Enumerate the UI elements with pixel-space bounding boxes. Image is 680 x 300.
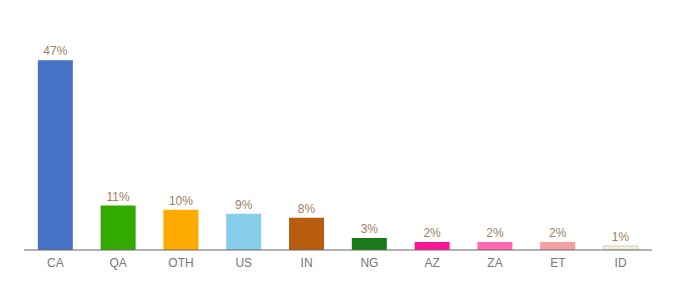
svg-text:US: US: [235, 256, 252, 270]
svg-text:2%: 2%: [549, 226, 567, 240]
svg-text:ID: ID: [615, 256, 627, 270]
svg-text:1%: 1%: [612, 230, 630, 244]
svg-text:CA: CA: [47, 256, 64, 270]
svg-text:ET: ET: [550, 256, 566, 270]
svg-text:10%: 10%: [169, 194, 193, 208]
svg-text:3%: 3%: [361, 222, 379, 236]
svg-text:2%: 2%: [486, 226, 504, 240]
svg-text:8%: 8%: [298, 202, 316, 216]
svg-text:QA: QA: [110, 256, 127, 270]
svg-text:11%: 11%: [107, 190, 130, 204]
svg-text:9%: 9%: [235, 198, 253, 212]
svg-text:OTH: OTH: [168, 256, 193, 270]
svg-text:ZA: ZA: [487, 256, 502, 270]
svg-text:AZ: AZ: [425, 256, 440, 270]
svg-text:NG: NG: [360, 256, 378, 270]
svg-text:2%: 2%: [423, 226, 441, 240]
svg-text:IN: IN: [301, 256, 313, 270]
svg-text:47%: 47%: [43, 44, 67, 58]
